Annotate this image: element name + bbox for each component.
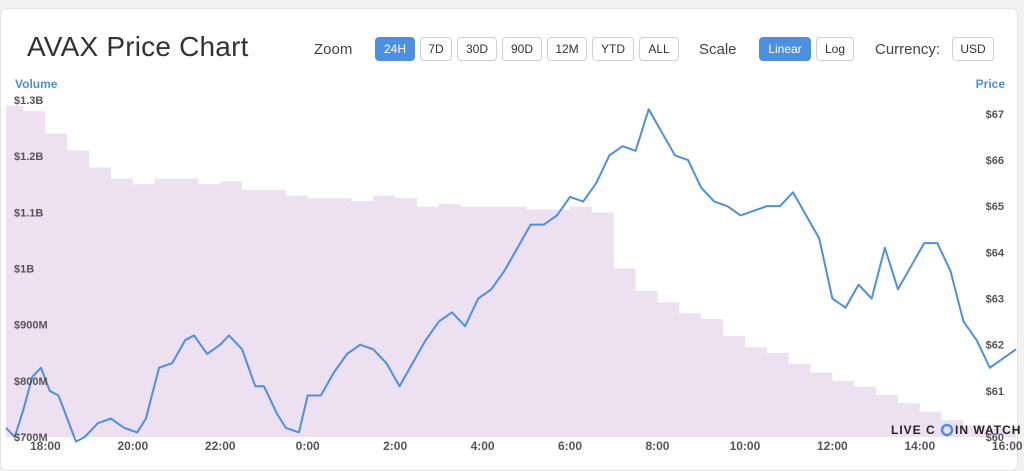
left-tick-label: $1.3B <box>14 95 43 107</box>
left-axis-title: Volume <box>15 77 58 91</box>
scale-linear-button[interactable]: Linear <box>759 37 811 61</box>
left-tick-label: $700M <box>14 432 48 444</box>
left-tick-label: $1.1B <box>14 207 43 219</box>
x-tick-label: 22:00 <box>205 439 236 453</box>
zoom-24h-button[interactable]: 24H <box>375 37 415 61</box>
watermark: LIVE C IN WATCH <box>891 423 1021 437</box>
x-tick-label: 18:00 <box>30 439 61 453</box>
x-tick-label: 16:00 <box>992 439 1023 453</box>
scale-log-button[interactable]: Log <box>816 37 854 61</box>
left-axis-ticks: $700M $800M $900M $1B $1.1B $1.2B $1.3B <box>14 95 48 444</box>
right-axis-ticks: $60 $61 $62 $63 $64 $65 $66 $67 <box>986 109 1005 444</box>
right-tick-label: $66 <box>986 155 1004 167</box>
volume-area-layer <box>6 105 1016 437</box>
zoom-label: Zoom <box>314 41 353 58</box>
x-tick-label: 8:00 <box>645 439 669 453</box>
x-tick-label: 6:00 <box>558 439 582 453</box>
right-tick-label: $62 <box>986 340 1004 352</box>
x-tick-label: 12:00 <box>817 439 848 453</box>
right-tick-label: $65 <box>986 201 1004 213</box>
right-tick-label: $67 <box>986 109 1004 121</box>
scale-label: Scale <box>699 41 737 58</box>
zoom-30d-button[interactable]: 30D <box>457 37 497 61</box>
price-line-layer <box>5 108 1017 443</box>
currency-label: Currency: <box>875 41 941 58</box>
x-axis-ticks: 18:00 20:00 22:00 0:00 2:00 4:00 6:00 8:00 10:00… <box>30 439 1023 453</box>
right-tick-label: $61 <box>986 386 1004 398</box>
page-title: AVAX Price Chart <box>27 31 249 62</box>
left-tick-label: $900M <box>14 320 48 332</box>
right-axis-title: Price <box>975 77 1005 91</box>
right-tick-label: $60 <box>986 432 1004 444</box>
zoom-12m-button[interactable]: 12M <box>547 37 587 61</box>
x-tick-label: 4:00 <box>471 439 495 453</box>
x-tick-label: 14:00 <box>904 439 935 453</box>
x-tick-label: 2:00 <box>383 439 407 453</box>
right-tick-label: $63 <box>986 294 1004 306</box>
right-tick-label: $64 <box>986 247 1005 259</box>
watermark-left: LIVE C <box>891 423 936 437</box>
zoom-ytd-button[interactable]: YTD <box>592 37 634 61</box>
watermark-right: IN WATCH <box>955 423 1021 437</box>
zoom-all-button[interactable]: ALL <box>639 37 679 61</box>
left-tick-label: $800M <box>14 376 48 388</box>
left-tick-label: $1.2B <box>14 151 43 163</box>
x-tick-label: 10:00 <box>730 439 761 453</box>
left-tick-label: $1B <box>14 264 34 276</box>
zoom-90d-button[interactable]: 90D <box>502 37 542 61</box>
zoom-7d-button[interactable]: 7D <box>420 37 452 61</box>
currency-select[interactable]: USD <box>952 37 994 61</box>
x-tick-label: 20:00 <box>117 439 148 453</box>
x-tick-label: 0:00 <box>296 439 320 453</box>
coin-icon <box>940 423 954 437</box>
volume-area <box>6 105 1016 437</box>
